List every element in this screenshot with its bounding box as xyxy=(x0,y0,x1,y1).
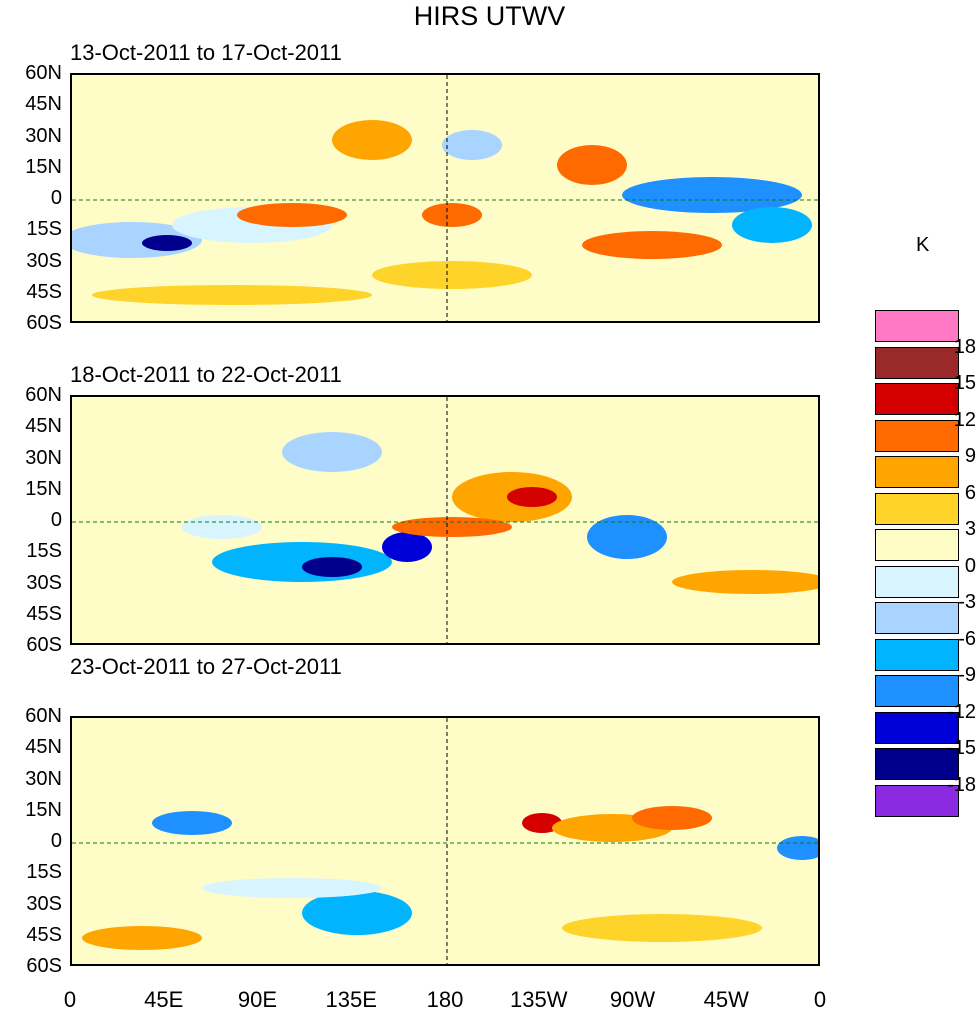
lat-label-p1-5: 15S xyxy=(26,218,62,241)
colorbar-label-0: 18 xyxy=(953,335,976,358)
colorbar-box-12 xyxy=(875,748,959,780)
lat-label-p3-7: 45S xyxy=(26,923,62,946)
lon-label-4: 180 xyxy=(426,987,464,1012)
lat-label-p1-3: 15N xyxy=(25,155,62,178)
colorbar-box-13 xyxy=(875,784,959,817)
lat-label-p3-2: 30N xyxy=(25,767,62,790)
lat-label-p1-1: 45N xyxy=(25,93,62,116)
lat-label-p2-2: 30N xyxy=(25,446,62,469)
colorbar-box-5 xyxy=(875,492,959,525)
colorbar-label-10: -12 xyxy=(947,700,976,723)
colorbar-label-12: -18 xyxy=(947,773,976,796)
lon-label-0: 0 xyxy=(63,987,77,1012)
map-panel-2: 18-Oct-2011 to 22-Oct-2011 xyxy=(0,320,860,660)
colorbar-box-1 xyxy=(875,346,959,379)
colorbar-label-9: -9 xyxy=(958,664,976,686)
lat-label-p3-8: 60S xyxy=(26,955,62,977)
lon-label-3: 135E xyxy=(325,987,377,1012)
colorbar-box-11 xyxy=(875,711,959,744)
anomaly-map-1 xyxy=(72,75,818,321)
lat-label-p1-7: 45S xyxy=(26,280,62,303)
panel-3-title: 23-Oct-2011 to 27-Oct-2011 xyxy=(70,654,342,679)
colorbar-label-6: 0 xyxy=(964,554,976,577)
anomaly-map-2 xyxy=(72,397,818,643)
map-panel-3: 23-Oct-2011 to 27-Oct-2011 xyxy=(0,640,860,980)
colorbar-box-8 xyxy=(875,602,959,634)
lat-label-p2-6: 30S xyxy=(26,571,62,594)
lon-label-2: 90E xyxy=(237,987,278,1012)
colorbar-label-8: -6 xyxy=(958,627,976,650)
colorbar-units: K xyxy=(916,234,930,256)
lat-label-p2-1: 45N xyxy=(25,415,62,438)
lat-label-p1-6: 30S xyxy=(26,249,62,272)
lat-label-p3-3: 15N xyxy=(25,798,62,821)
colorbar-box-3 xyxy=(875,419,959,452)
lat-label-p2-8: 60S xyxy=(26,634,62,656)
colorbar-label-7: -3 xyxy=(958,591,976,613)
panel-2-title: 18-Oct-2011 to 22-Oct-2011 xyxy=(70,362,342,387)
lon-label-1: 45E xyxy=(144,987,184,1012)
colorbar-box-10 xyxy=(875,675,959,707)
lat-label-p2-7: 45S xyxy=(26,602,62,625)
lat-label-p3-1: 45N xyxy=(25,736,62,759)
colorbar-box-6 xyxy=(875,529,959,561)
colorbar-label-4: 6 xyxy=(964,481,976,504)
lon-label-7: 45W xyxy=(703,987,749,1012)
lat-label-p2-4: 0 xyxy=(50,509,62,531)
panel-1-title: 13-Oct-2011 to 17-Oct-2011 xyxy=(70,40,342,65)
colorbar-box-0 xyxy=(875,310,959,342)
main-title: HIRS UTWV xyxy=(413,1,566,31)
colorbar-label-11: -15 xyxy=(947,737,976,759)
lon-label-5: 135W xyxy=(510,987,568,1012)
colorbar-label-1: 15 xyxy=(953,372,976,394)
map-panel-2-plot xyxy=(70,395,820,645)
lat-label-p1-8: 60S xyxy=(26,312,62,334)
colorbar xyxy=(875,310,959,822)
colorbar-box-2 xyxy=(875,383,959,415)
lat-label-p2-5: 15S xyxy=(26,540,62,563)
lat-label-p1-0: 60N xyxy=(25,62,62,84)
lat-label-p3-5: 15S xyxy=(26,861,62,884)
map-panel-1-plot xyxy=(70,73,820,323)
lon-label-8: 0 xyxy=(813,987,827,1012)
colorbar-box-9 xyxy=(875,638,959,671)
colorbar-label-2: 12 xyxy=(953,408,976,431)
map-panel-3-plot xyxy=(70,716,820,966)
lat-label-p3-0: 60N xyxy=(25,705,62,727)
lat-label-p1-4: 0 xyxy=(50,187,62,209)
lat-label-p2-3: 15N xyxy=(25,477,62,500)
colorbar-label-3: 9 xyxy=(964,445,976,467)
lat-label-p3-4: 0 xyxy=(50,830,62,852)
lat-label-p1-2: 30N xyxy=(25,124,62,147)
colorbar-box-7 xyxy=(875,565,959,598)
lat-label-p2-0: 60N xyxy=(25,384,62,406)
map-panel-1: 13-Oct-2011 to 17-Oct-2011 xyxy=(0,0,860,340)
anomaly-map-3 xyxy=(72,718,818,964)
lon-label-6: 90W xyxy=(609,987,656,1012)
lat-label-p3-6: 30S xyxy=(26,892,62,915)
colorbar-label-5: 3 xyxy=(964,518,976,540)
colorbar-box-4 xyxy=(875,456,959,488)
